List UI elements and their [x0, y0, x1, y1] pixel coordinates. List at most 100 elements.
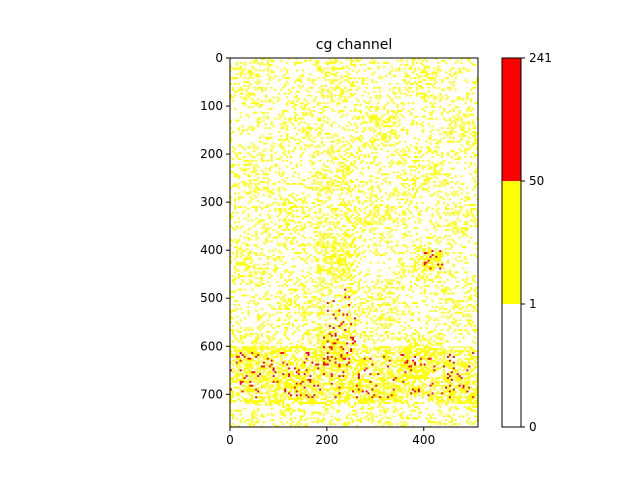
- heat-cell-mid: [330, 336, 333, 339]
- heat-cell-mid: [402, 309, 405, 312]
- heat-cell-mid: [293, 96, 296, 99]
- heat-cell-mid: [468, 350, 471, 353]
- heat-cell-mid: [476, 350, 478, 353]
- heat-cell-mid: [435, 257, 438, 260]
- heat-cell-mid: [284, 202, 287, 205]
- heat-cell-mid: [445, 213, 448, 216]
- heat-cell-mid: [435, 294, 438, 297]
- heat-cell-mid: [448, 136, 451, 139]
- heat-cell-mid: [340, 277, 343, 280]
- heat-cell-mid: [286, 177, 289, 180]
- heat-cell-mid: [301, 269, 304, 272]
- heat-cell-mid: [321, 236, 324, 239]
- heat-cell-mid: [321, 340, 324, 343]
- heat-cell-mid: [336, 250, 339, 253]
- heat-cell-mid: [332, 182, 335, 185]
- heat-cell-mid: [367, 313, 370, 316]
- heat-cell-mid: [237, 240, 240, 243]
- heat-cell-mid: [268, 232, 271, 235]
- heat-cell-mid: [350, 332, 353, 335]
- heat-cell-mid: [419, 71, 422, 74]
- heat-cell-mid: [255, 238, 258, 241]
- heat-cell-mid: [421, 69, 424, 72]
- heat-cell-mid: [458, 350, 461, 353]
- heat-cell-mid: [410, 342, 413, 345]
- heat-cell-mid: [466, 98, 469, 101]
- heat-cell-mid: [293, 205, 296, 208]
- heat-cell-mid: [468, 296, 471, 299]
- heat-cell-mid: [456, 190, 459, 193]
- heat-cell-mid: [392, 336, 395, 339]
- heat-cell-mid: [423, 244, 426, 247]
- heat-cell-mid: [313, 202, 316, 205]
- heat-cell-mid: [365, 323, 368, 326]
- heat-cell-mid: [385, 323, 387, 326]
- heat-cell-mid: [365, 215, 368, 218]
- heat-cell-mid: [323, 286, 325, 289]
- heat-cell-mid: [414, 169, 417, 172]
- heat-cell-mid: [243, 328, 246, 331]
- heat-cell-mid: [262, 254, 265, 256]
- heat-cell-mid: [326, 350, 329, 353]
- heat-cell-mid: [381, 288, 384, 291]
- heat-cell-mid: [454, 123, 457, 126]
- heat-cell-mid: [239, 144, 242, 147]
- heat-cell-mid: [330, 98, 333, 101]
- heat-cell-mid: [255, 159, 258, 162]
- heat-cell-mid: [307, 132, 310, 135]
- heat-cell-mid: [452, 346, 455, 349]
- heat-cell-mid: [235, 77, 238, 80]
- heat-cell-mid: [230, 119, 232, 122]
- heat-cell-mid: [243, 317, 246, 320]
- heat-cell-mid: [392, 319, 395, 322]
- heat-cell-mid: [286, 346, 289, 349]
- heat-cell-mid: [464, 79, 467, 82]
- heat-cell-mid: [427, 248, 430, 251]
- heat-cell-mid: [305, 330, 308, 333]
- heat-cell-mid: [326, 229, 329, 232]
- heat-cell-mid: [315, 257, 318, 260]
- heat-cell-mid: [437, 319, 440, 322]
- heat-cell-mid: [458, 205, 461, 208]
- heat-cell-mid: [313, 328, 316, 331]
- heat-cell-mid: [363, 302, 366, 305]
- heat-cell-mid: [338, 257, 341, 260]
- heat-cell-mid: [386, 156, 389, 158]
- heat-cell-mid: [280, 275, 283, 278]
- heat-cell-mid: [233, 238, 236, 241]
- heat-cell-mid: [328, 271, 331, 274]
- heat-cell-mid: [257, 177, 260, 180]
- heat-cell-mid: [262, 325, 265, 328]
- heat-cell-mid: [470, 61, 473, 64]
- heat-cell-mid: [235, 307, 238, 310]
- heat-cell-mid: [284, 330, 287, 333]
- heat-cell-mid: [251, 98, 254, 101]
- heat-cell-mid: [435, 336, 438, 339]
- heat-cell-mid: [307, 288, 310, 291]
- heat-cell-mid: [230, 261, 232, 264]
- heat-cell-mid: [301, 179, 304, 182]
- heat-cell-mid: [249, 273, 252, 276]
- heat-cell-mid: [245, 248, 248, 251]
- heat-cell-mid: [437, 223, 440, 226]
- heat-cell-mid: [259, 346, 262, 349]
- heat-cell-mid: [427, 117, 430, 120]
- heat-cell-mid: [472, 215, 475, 218]
- heat-cell-mid: [385, 177, 387, 180]
- heat-cell-mid: [359, 111, 362, 114]
- heat-cell-mid: [276, 96, 279, 99]
- heat-cell-mid: [427, 181, 430, 183]
- heat-cell-mid: [431, 344, 434, 347]
- heat-cell-mid: [392, 123, 395, 126]
- heat-cell-mid: [431, 94, 434, 97]
- heat-cell-mid: [321, 136, 324, 139]
- heat-cell-mid: [257, 317, 260, 320]
- heat-cell-mid: [441, 311, 444, 314]
- heat-cell-mid: [425, 257, 428, 260]
- heat-cell-mid: [303, 104, 306, 107]
- heat-cell-mid: [431, 194, 434, 197]
- heat-cell-mid: [307, 186, 310, 189]
- heat-cell-mid: [377, 211, 380, 214]
- heat-cell-mid: [402, 236, 405, 239]
- heat-cell-mid: [336, 184, 339, 187]
